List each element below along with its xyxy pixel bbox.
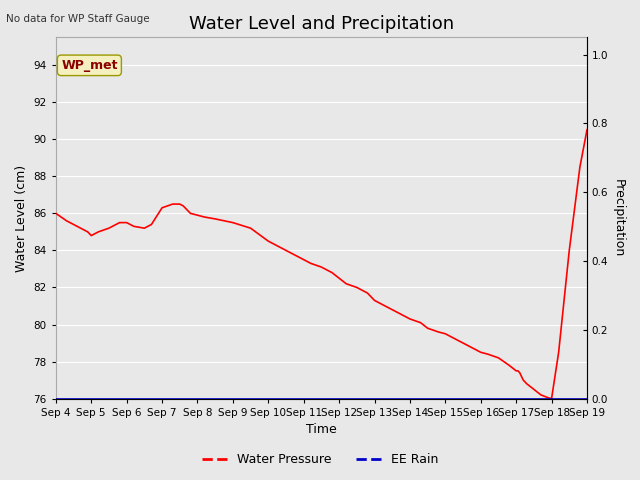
Title: Water Level and Precipitation: Water Level and Precipitation [189,15,454,33]
Legend: Water Pressure, EE Rain: Water Pressure, EE Rain [196,448,444,471]
Text: No data for WP Staff Gauge: No data for WP Staff Gauge [6,14,150,24]
Y-axis label: Precipitation: Precipitation [612,179,625,257]
Y-axis label: Water Level (cm): Water Level (cm) [15,165,28,272]
X-axis label: Time: Time [306,423,337,436]
Text: WP_met: WP_met [61,59,118,72]
